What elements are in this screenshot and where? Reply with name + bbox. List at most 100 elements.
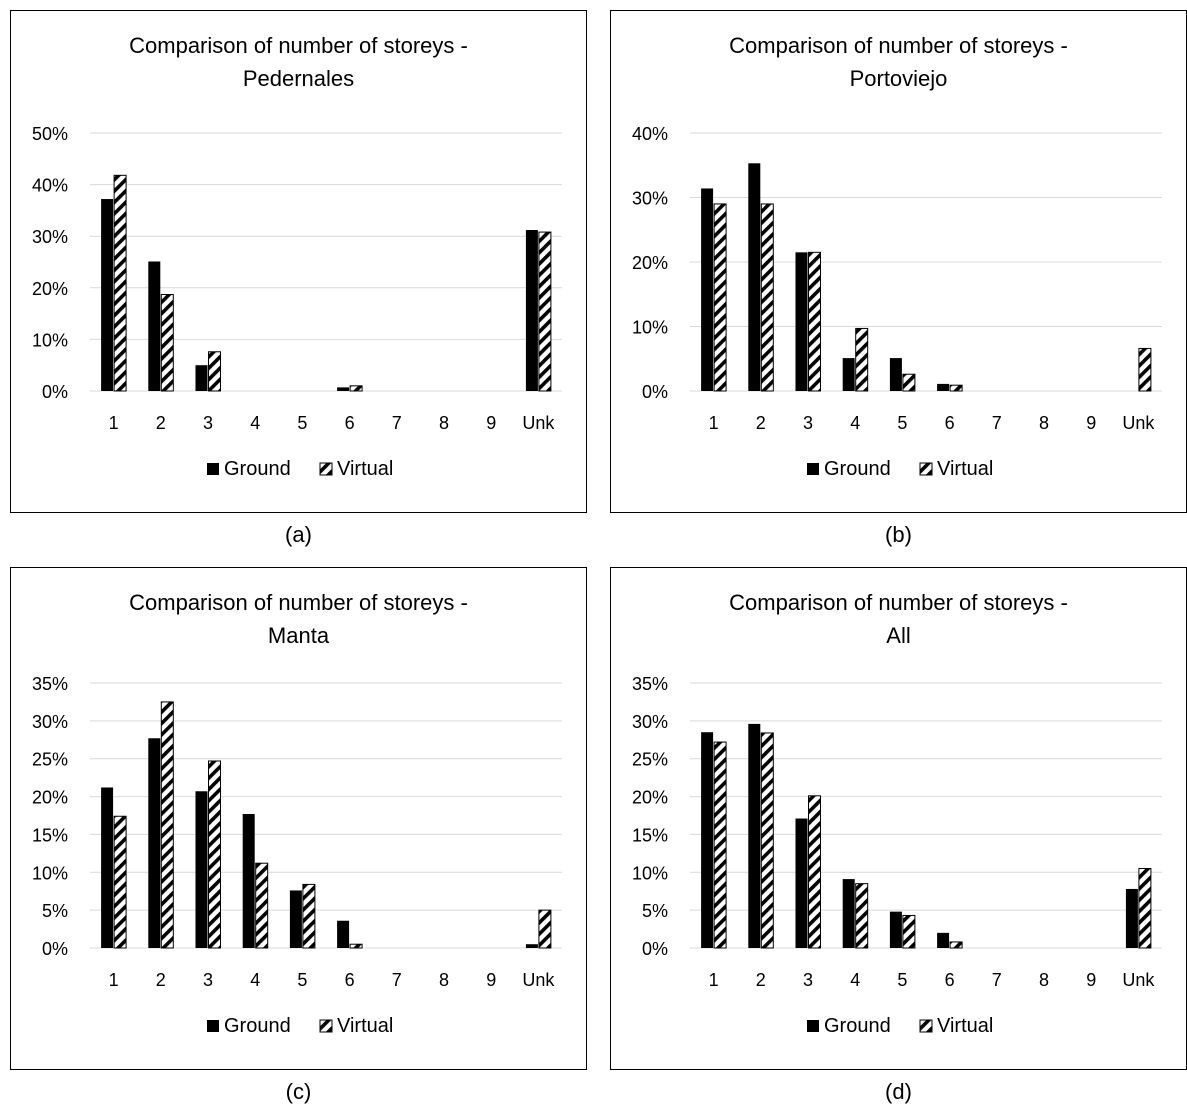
bar-ground [937,383,950,391]
x-tick-label: 7 [392,413,402,433]
x-tick-label: 1 [109,970,119,990]
bar-ground [748,163,761,391]
bar-ground [337,387,350,391]
legend-virtual-swatch [319,1019,333,1033]
bar-ground [889,358,902,391]
x-tick-label: 4 [250,970,260,990]
y-tick-label: 10% [32,330,68,350]
x-tick-label: 4 [850,970,860,990]
bar-virtual [160,294,174,392]
panel-caption-c: (c) [285,1079,312,1104]
x-tick-label: 5 [897,413,907,433]
bar-virtual [949,941,963,949]
bar-virtual [302,883,316,949]
y-tick-label: 20% [32,279,68,299]
y-tick-label: 0% [42,382,68,402]
legend-virtual-swatch [919,1019,933,1033]
legend-virtual-swatch [919,462,933,476]
bar-virtual [902,914,916,949]
legend-ground-label: Ground [824,458,891,480]
x-tick-label: 2 [756,970,766,990]
bar-ground [701,732,714,948]
y-tick-label: 50% [32,124,68,144]
x-tick-label: 6 [945,970,955,990]
legend-ground-label: Ground [824,1015,891,1037]
bar-virtual [349,385,363,392]
y-tick-label: 30% [32,227,68,247]
legend-ground-label: Ground [224,458,291,480]
bar-virtual [855,883,869,949]
bar-ground [795,818,808,948]
legend-virtual-label: Virtual [337,1015,393,1037]
bar-ground [337,920,350,948]
bar-virtual [538,909,552,949]
y-tick-label: 5% [642,901,668,921]
chart-title-line: Manta [268,623,330,648]
bar-virtual [538,231,552,392]
bar-ground [101,199,114,391]
y-tick-label: 25% [632,750,668,770]
x-tick-label: 7 [992,970,1002,990]
x-tick-label: 3 [203,413,213,433]
y-tick-label: 20% [632,788,668,808]
bar-virtual [1138,868,1152,949]
x-tick-label: 7 [392,970,402,990]
panel-caption-b: (b) [885,522,912,547]
chart-title-line: All [886,623,910,648]
y-tick-label: 15% [32,825,68,845]
legend-virtual-swatch [319,462,333,476]
panel-caption-a: (a) [285,522,312,547]
chart-title-line: Portoviejo [850,66,948,91]
y-tick-label: 10% [632,318,668,338]
x-tick-label: 2 [156,413,166,433]
bar-virtual [949,384,963,392]
bar-virtual [760,732,774,949]
bar-ground [1125,888,1138,948]
bar-virtual [713,203,727,392]
x-tick-label: 6 [345,970,355,990]
x-tick-label: 3 [803,413,813,433]
y-tick-label: 35% [32,674,68,694]
bar-virtual [208,760,221,949]
y-tick-label: 40% [632,124,668,144]
bar-ground [937,932,950,948]
x-tick-label: 5 [297,413,307,433]
y-tick-label: 30% [32,712,68,732]
bar-ground [525,944,538,948]
bar-ground [795,252,808,391]
bar-ground [289,890,302,948]
chart-title-line: Comparison of number of storeys - [129,33,468,58]
legend-ground-swatch [207,1020,219,1032]
y-tick-label: 30% [632,189,668,209]
chart-title-line: Comparison of number of storeys - [729,590,1068,615]
bar-virtual [902,373,916,392]
bar-ground [195,791,208,948]
chart-panel-c: Comparison of number of storeys - Manta 0%… [10,567,587,1070]
x-tick-label: 5 [897,970,907,990]
bar-ground [242,813,255,948]
x-tick-label: 9 [486,413,496,433]
x-tick-label: Unk [1122,413,1155,433]
x-tick-label: 8 [1039,970,1049,990]
bar-chart-svg: Comparison of number of storeys - Pederna… [10,10,587,513]
legend-virtual-label: Virtual [937,1015,993,1037]
chart-panel-b: Comparison of number of storeys - Portovi… [610,10,1187,513]
x-tick-label: Unk [1122,970,1155,990]
y-tick-label: 10% [632,863,668,883]
x-tick-label: 9 [1086,970,1096,990]
legend-ground-swatch [807,1020,819,1032]
chart-title-line: Comparison of number of storeys - [729,33,1068,58]
y-tick-label: 20% [632,253,668,273]
x-tick-label: 8 [1039,413,1049,433]
chart-panel-d: Comparison of number of storeys - All 0% 5%… [610,567,1187,1070]
legend-virtual-label: Virtual [937,458,993,480]
bar-virtual [760,203,774,392]
legend-ground-swatch [807,463,819,475]
bar-virtual [808,251,821,392]
bar-virtual [1138,347,1152,392]
x-tick-label: 9 [486,970,496,990]
bar-ground [148,738,161,948]
chart-title-line: Pedernales [243,66,354,91]
x-tick-label: 2 [156,970,166,990]
legend-virtual-label: Virtual [337,458,393,480]
